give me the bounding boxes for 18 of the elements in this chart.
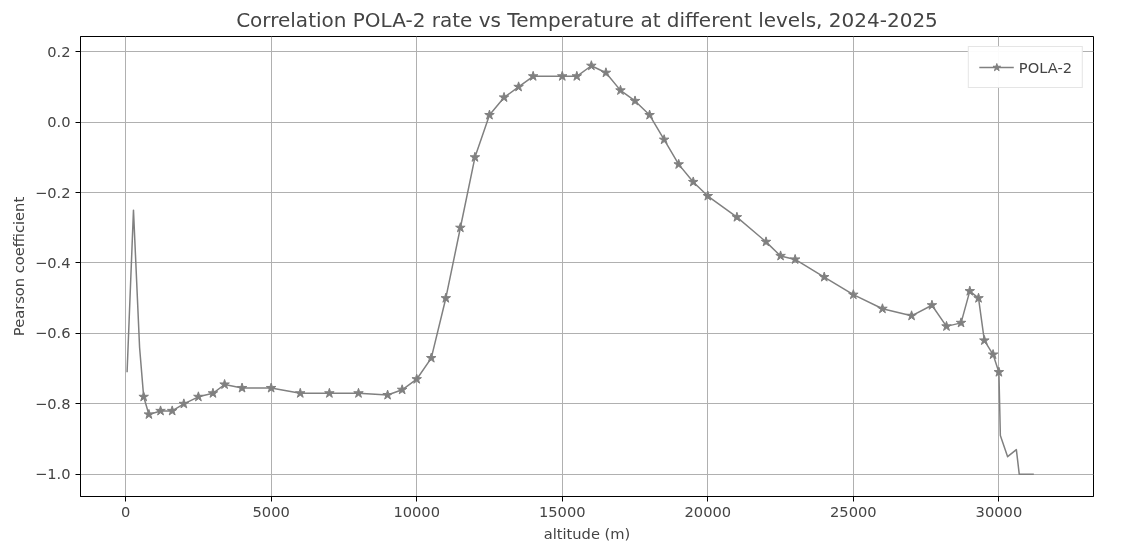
x-tick-label: 25000: [830, 502, 877, 520]
x-tick-label: 10000: [393, 502, 441, 520]
chart-title: Correlation POLA-2 rate vs Temperature at different levels, 2024-2025: [236, 7, 938, 32]
y-tick-label: −1.0: [34, 465, 71, 483]
x-axis-title: altitude (m): [543, 524, 631, 542]
x-tick-label: 0: [120, 502, 131, 520]
y-axis-title: Pearson coefficient: [9, 196, 27, 337]
y-tick-label: −0.2: [34, 183, 71, 201]
x-tick-label: 30000: [975, 502, 1023, 520]
y-tick-label: 0.2: [47, 42, 71, 60]
x-tick-label: 5000: [252, 502, 290, 520]
legend-label: POLA-2: [1018, 58, 1072, 76]
y-tick-label: −0.8: [34, 394, 71, 412]
y-tick-label: 0.0: [47, 113, 71, 131]
y-tick-label: −0.4: [34, 253, 71, 271]
x-tick-label: 20000: [684, 502, 732, 520]
y-tick-label: −0.6: [34, 324, 71, 342]
x-tick-label: 15000: [538, 502, 586, 520]
